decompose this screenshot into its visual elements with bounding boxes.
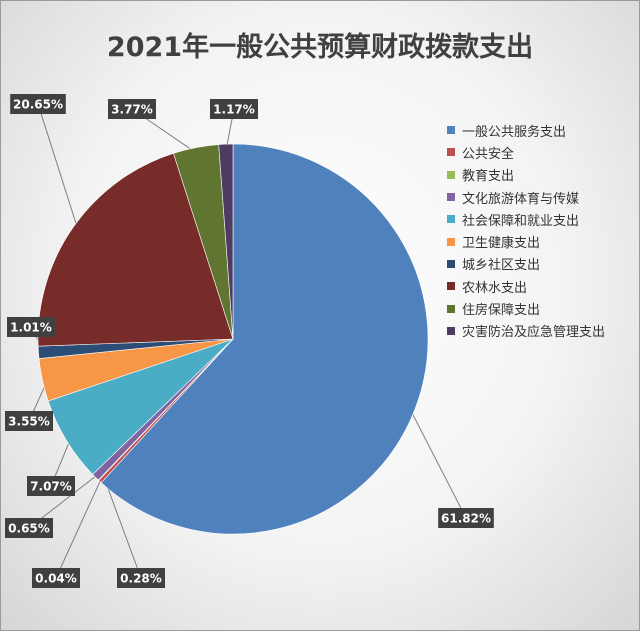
legend-swatch (447, 304, 455, 313)
data-label-box (5, 411, 53, 431)
legend-item: 卫生健康支出 (447, 230, 605, 252)
pie-slice (218, 143, 234, 340)
data-label-box (32, 568, 80, 588)
legend-item: 社会保障和就业支出 (447, 208, 605, 230)
legend: 一般公共服务支出 公共安全教育支出文化旅游体育与传媒 社会保障和就业支出 卫生健康支出… (447, 119, 605, 342)
data-label: 3.77% (108, 99, 156, 119)
legend-label: 一般公共服务支出 (462, 124, 567, 140)
data-label: 1.01% (7, 317, 55, 337)
pie-slice (100, 143, 429, 535)
chart-title: 2021年一般公共预算财政拨款支出 (106, 32, 534, 63)
data-label-box (117, 568, 165, 588)
legend-label: 公共安全 (462, 146, 515, 162)
legend-item: 城乡社区支出 (447, 253, 605, 275)
legend-label: 文化旅游体育与传媒 (462, 191, 580, 207)
legend-item: 教育支出 (447, 164, 605, 186)
leader-line (408, 407, 467, 519)
legend-item: 公共安全 (447, 141, 605, 163)
legend-swatch (447, 193, 455, 202)
legend-swatch (447, 126, 455, 135)
data-label-box (5, 518, 53, 538)
data-label: 0.04% (32, 568, 80, 588)
legend-swatch (447, 326, 455, 335)
legend-item: 住房保障支出 (447, 297, 605, 319)
data-label: 20.65% (10, 94, 66, 114)
data-label-text: 3.77% (111, 103, 153, 117)
legend-label: 社会保障和就业支出 (462, 213, 580, 229)
legend-item: 农林水支出 (447, 275, 605, 297)
data-label-box (10, 94, 66, 114)
data-label-box (27, 476, 75, 496)
legend-label: 卫生健康支出 (462, 236, 541, 252)
data-label: 3.55% (5, 411, 53, 431)
data-label-text: 61.82% (441, 512, 491, 526)
data-label-text: 20.65% (13, 98, 63, 112)
data-label-box (108, 99, 156, 119)
legend-swatch (447, 259, 455, 268)
legend-label: 灾害防治及应急管理支出 (462, 325, 606, 341)
data-label-text: 3.55% (8, 415, 50, 429)
data-label-text: 1.01% (10, 321, 52, 335)
data-label: 61.82% (438, 508, 494, 528)
data-label-text: 1.17% (213, 103, 255, 117)
leader-line (37, 103, 79, 231)
legend-item: 文化旅游体育与传媒 (447, 186, 605, 208)
legend-swatch (447, 237, 455, 246)
data-label-text: 0.28% (120, 572, 162, 586)
legend-label: 教育支出 (462, 169, 515, 185)
legend-swatch (447, 215, 455, 224)
legend-swatch (447, 282, 455, 291)
legend-item: 灾害防治及应急管理支出 (447, 320, 605, 342)
data-label-box (438, 508, 494, 528)
data-label-box (7, 317, 55, 337)
data-label-text: 7.07% (30, 480, 72, 494)
data-label-text: 0.04% (35, 572, 77, 586)
data-label: 7.07% (27, 476, 75, 496)
leader-line (55, 475, 103, 579)
data-label: 1.17% (210, 99, 258, 119)
data-label-box (210, 99, 258, 119)
leader-line (103, 477, 142, 579)
data-label: 0.28% (117, 568, 165, 588)
data-label-text: 0.65% (8, 522, 50, 536)
data-label: 0.65% (5, 518, 53, 538)
legend-item: 一般公共服务支出 (447, 119, 605, 141)
legend-label: 农林水支出 (462, 280, 528, 296)
legend-label: 住房保障支出 (462, 303, 541, 319)
legend-label: 城乡社区支出 (462, 258, 541, 274)
legend-swatch (447, 148, 455, 157)
legend-swatch (447, 170, 455, 179)
